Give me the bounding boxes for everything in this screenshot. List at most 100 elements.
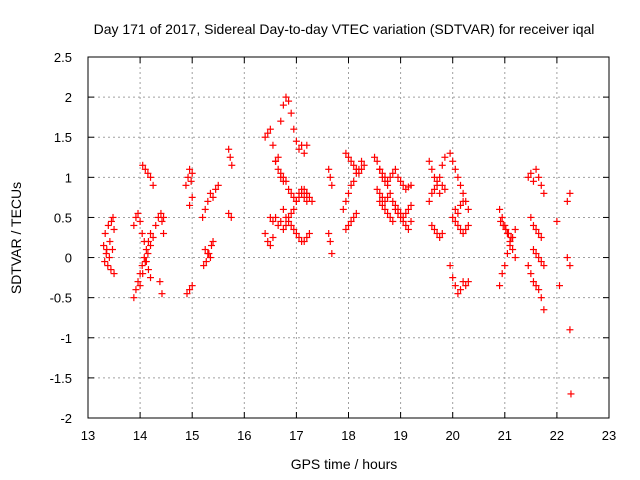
data-point — [386, 189, 394, 197]
data-point — [391, 165, 399, 173]
data-point — [140, 254, 148, 262]
data-point — [110, 225, 118, 233]
data-point — [264, 238, 272, 246]
data-point — [496, 205, 504, 213]
data-point — [527, 270, 535, 278]
data-point — [100, 242, 108, 250]
data-point — [136, 217, 144, 225]
data-point — [272, 213, 280, 221]
data-point — [451, 205, 459, 213]
y-tick-label: 0 — [65, 251, 72, 266]
data-point — [305, 193, 313, 201]
data-point — [373, 157, 381, 165]
data-point — [451, 165, 459, 173]
data-point — [457, 286, 465, 294]
data-point — [566, 262, 574, 270]
data-point — [147, 274, 155, 282]
data-point — [130, 221, 138, 229]
data-point — [186, 165, 194, 173]
data-point — [454, 290, 462, 298]
x-tick-labels: 13 14 15 16 17 18 19 20 21 22 23 — [81, 428, 616, 443]
data-point — [328, 181, 336, 189]
data-point — [134, 278, 142, 286]
data-point — [142, 246, 150, 254]
data-point — [326, 173, 334, 181]
data-point — [449, 274, 457, 282]
data-point — [147, 173, 155, 181]
data-point — [285, 97, 293, 105]
data-point — [303, 234, 311, 241]
data-point — [144, 169, 152, 177]
data-point — [144, 266, 152, 274]
data-point — [144, 250, 152, 258]
data-point — [451, 282, 459, 290]
data-point — [187, 177, 195, 185]
data-point — [397, 213, 405, 221]
data-point — [274, 221, 282, 229]
data-point — [274, 165, 282, 173]
data-point — [188, 282, 196, 290]
data-point — [184, 173, 192, 181]
data-point — [261, 133, 269, 141]
data-point — [404, 225, 412, 233]
data-point — [428, 189, 436, 197]
y-tick-labels: 2.5 2 1.5 1 0.5 0 -0.5 -1 -1.5 -2 — [50, 50, 72, 426]
x-tick-label: 22 — [550, 428, 564, 443]
data-point — [540, 189, 548, 197]
data-point — [157, 209, 165, 217]
data-point — [499, 221, 507, 229]
data-point — [186, 201, 194, 209]
data-point — [511, 254, 519, 262]
data-point — [308, 197, 316, 205]
data-point — [209, 238, 217, 246]
data-point — [339, 205, 347, 213]
data-point — [279, 205, 287, 213]
data-point — [391, 205, 399, 213]
data-point — [277, 217, 285, 225]
data-point — [201, 205, 209, 213]
data-point — [226, 153, 234, 161]
data-point — [433, 177, 441, 185]
data-point — [227, 213, 235, 221]
data-point — [104, 221, 112, 229]
data-point — [183, 290, 191, 298]
data-point — [537, 258, 545, 266]
data-point — [272, 157, 280, 165]
data-point — [532, 225, 540, 233]
y-tick-label: -0.5 — [50, 291, 72, 306]
data-point — [407, 201, 415, 209]
data-point — [407, 181, 415, 189]
data-point — [279, 225, 287, 233]
data-point — [138, 262, 146, 270]
data-point — [132, 286, 140, 294]
data-point — [110, 270, 118, 278]
data-point — [101, 229, 109, 237]
data-point — [438, 181, 446, 189]
data-point — [347, 157, 355, 165]
data-point — [303, 189, 311, 197]
data-point — [532, 165, 540, 173]
data-point — [269, 217, 277, 225]
data-point — [130, 294, 138, 302]
data-point — [292, 197, 300, 205]
data-point — [529, 246, 537, 254]
data-point — [527, 169, 535, 177]
data-point — [325, 229, 333, 237]
data-point — [537, 181, 545, 189]
data-point — [527, 213, 535, 221]
data-point — [532, 250, 540, 258]
chart-title: Day 171 of 2017, Sidereal Day-to-day VTE… — [94, 21, 595, 37]
data-point — [532, 282, 540, 290]
data-point — [149, 181, 157, 189]
data-point — [300, 238, 308, 246]
data-point — [394, 173, 402, 181]
data-point — [535, 173, 543, 181]
data-point — [266, 125, 274, 133]
data-point — [104, 262, 112, 270]
data-point — [537, 234, 545, 241]
data-point — [277, 117, 285, 125]
data-point — [138, 229, 146, 237]
data-point — [158, 290, 166, 298]
data-point — [188, 169, 196, 177]
data-point — [358, 157, 366, 165]
